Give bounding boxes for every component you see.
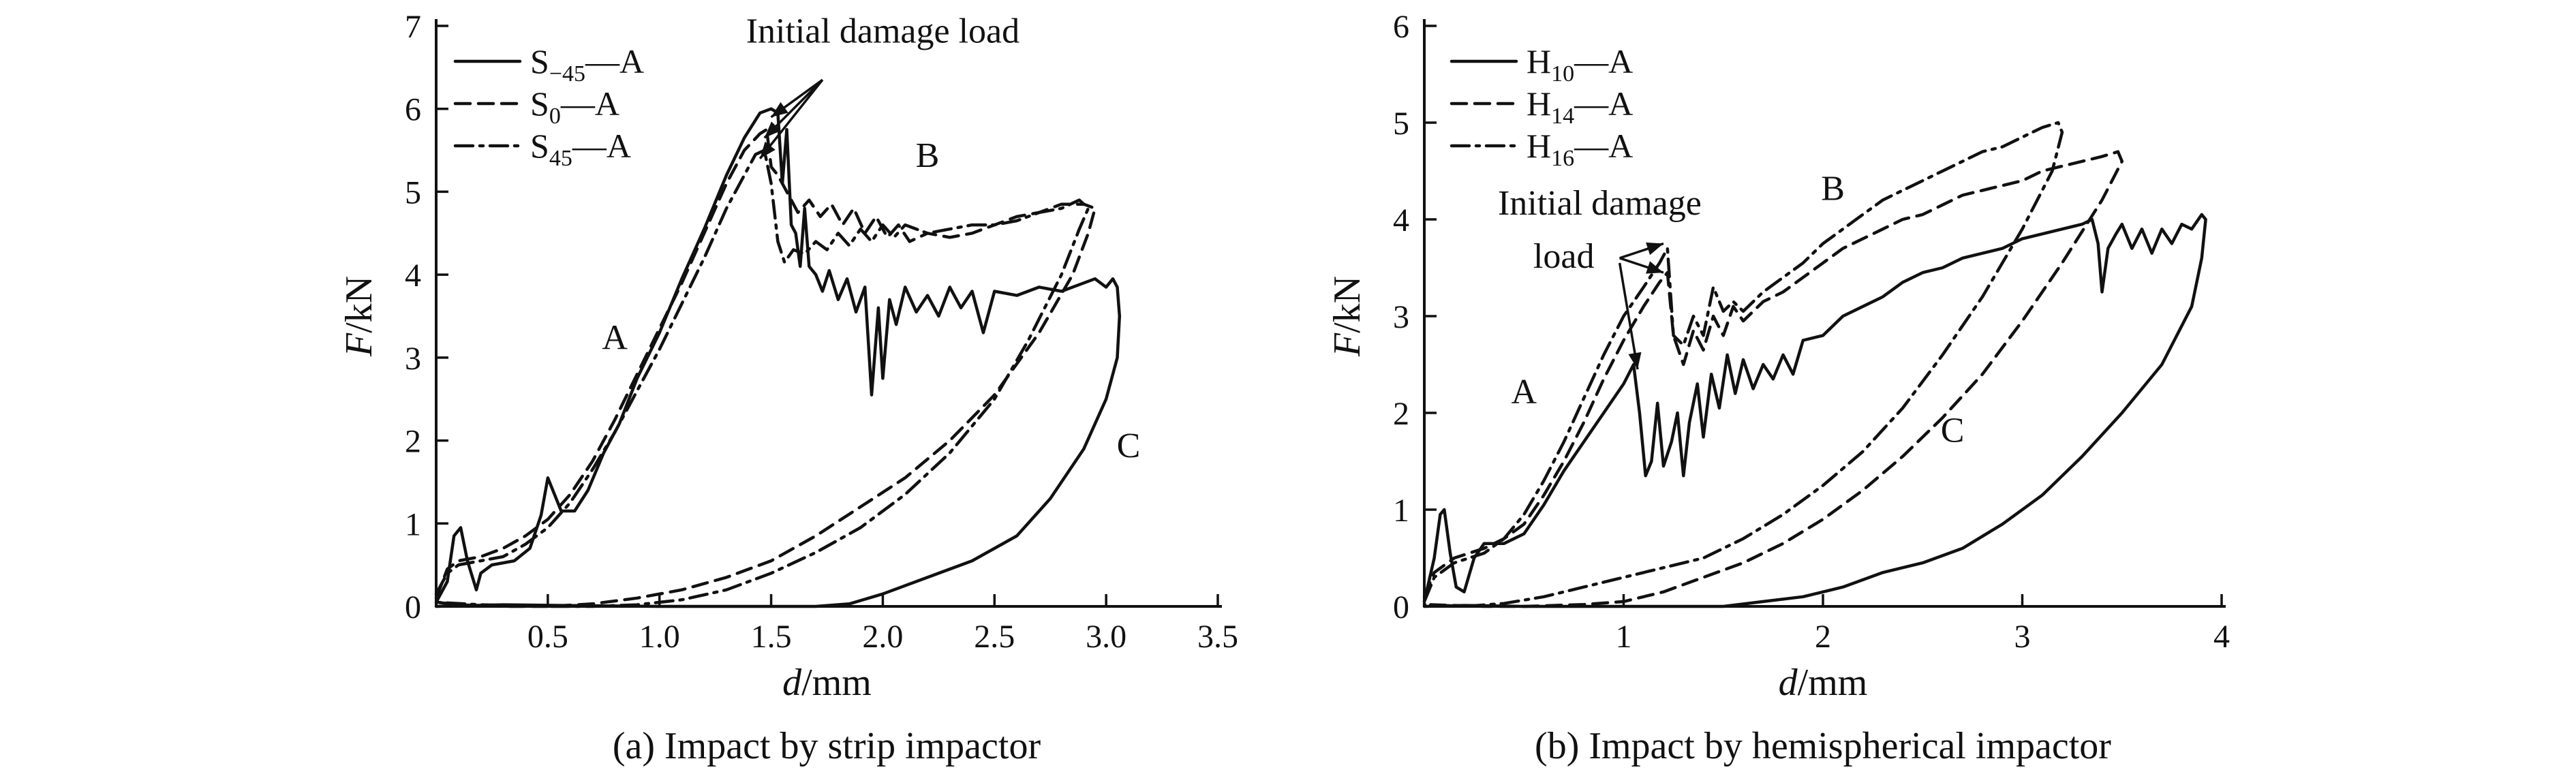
x-tick-label: 2 <box>1815 619 1831 655</box>
legend-entry: S45—A <box>530 127 631 171</box>
y-tick-label: 4 <box>405 258 421 294</box>
x-tick-label: 1.5 <box>751 619 792 655</box>
y-axis-label: F/kN <box>338 276 380 357</box>
x-tick-label: 2.5 <box>974 619 1015 655</box>
y-tick-label: 0 <box>405 589 421 625</box>
arrow-head <box>760 141 776 159</box>
y-tick-label: 2 <box>1393 396 1409 432</box>
x-tick-label: 3.5 <box>1197 619 1238 655</box>
y-tick-label: 5 <box>405 174 421 211</box>
annotation-arrow <box>758 79 824 159</box>
legend-entry: H14—A <box>1527 84 1633 129</box>
chart-caption: (a) Impact by strip impactor <box>613 725 1041 767</box>
arrow-head <box>1646 242 1663 256</box>
y-tick-label: 5 <box>1393 106 1409 142</box>
y-tick-label: 0 <box>1393 589 1409 625</box>
x-tick-label: 4 <box>2213 619 2230 655</box>
legend-entry: H16—A <box>1527 127 1633 171</box>
chart-a: 0.5 1.0 1.5 2.0 2.5 3.0 3.5 0 1 2 3 4 5 6 7 d/mm F/kN (a)… <box>338 9 1238 767</box>
legend-entry: S0—A <box>530 84 619 129</box>
series-line <box>1422 121 2064 608</box>
annotation: load <box>1533 237 1595 276</box>
annotation: A <box>1511 373 1537 412</box>
arrow-head <box>1646 261 1663 274</box>
annotation: Initial damage <box>1498 184 1702 223</box>
annotation: B <box>916 136 940 175</box>
y-axis-label: F/kN <box>1326 276 1368 357</box>
x-tick-label: 3 <box>2014 619 2031 655</box>
annotation: B <box>1821 170 1845 208</box>
chart-b: 1 2 3 4 0 1 2 3 4 5 6 d/mm F/kN (b) Impact by hemisph… <box>1326 9 2230 767</box>
annotation: Initial damage load <box>746 12 1019 50</box>
x-axis-label: d/mm <box>782 662 872 704</box>
legend-entry: S−45—A <box>530 42 644 87</box>
x-tick-label: 2.0 <box>862 619 903 655</box>
arrow-head <box>1628 352 1642 370</box>
series-line <box>1422 150 2124 608</box>
chart-caption: (b) Impact by hemispherical impactor <box>1535 725 2111 767</box>
x-tick-label: 1.0 <box>639 619 680 655</box>
x-axis-label: d/mm <box>1779 662 1868 704</box>
y-tick-label: 3 <box>1393 299 1409 335</box>
arrow-head <box>764 121 781 138</box>
arrow-head <box>771 102 788 117</box>
annotation-arrow <box>1618 262 1639 370</box>
y-tick-label: 6 <box>1393 9 1409 45</box>
y-tick-label: 1 <box>1393 493 1409 529</box>
x-tick-label: 3.0 <box>1086 619 1126 655</box>
y-tick-label: 3 <box>405 341 421 377</box>
y-tick-label: 6 <box>405 92 421 128</box>
series-line <box>1422 213 2207 608</box>
y-tick-label: 4 <box>1393 202 1409 238</box>
x-tick-label: 1 <box>1616 619 1632 655</box>
y-tick-label: 7 <box>405 9 421 45</box>
y-tick-label: 1 <box>405 506 421 542</box>
x-tick-label: 0.5 <box>527 619 568 655</box>
y-tick-label: 2 <box>405 424 421 460</box>
annotation: A <box>602 319 628 358</box>
annotation: C <box>1117 427 1141 465</box>
legend-entry: H10—A <box>1527 42 1633 87</box>
series-line <box>434 149 1090 608</box>
annotation: C <box>1941 412 1965 450</box>
